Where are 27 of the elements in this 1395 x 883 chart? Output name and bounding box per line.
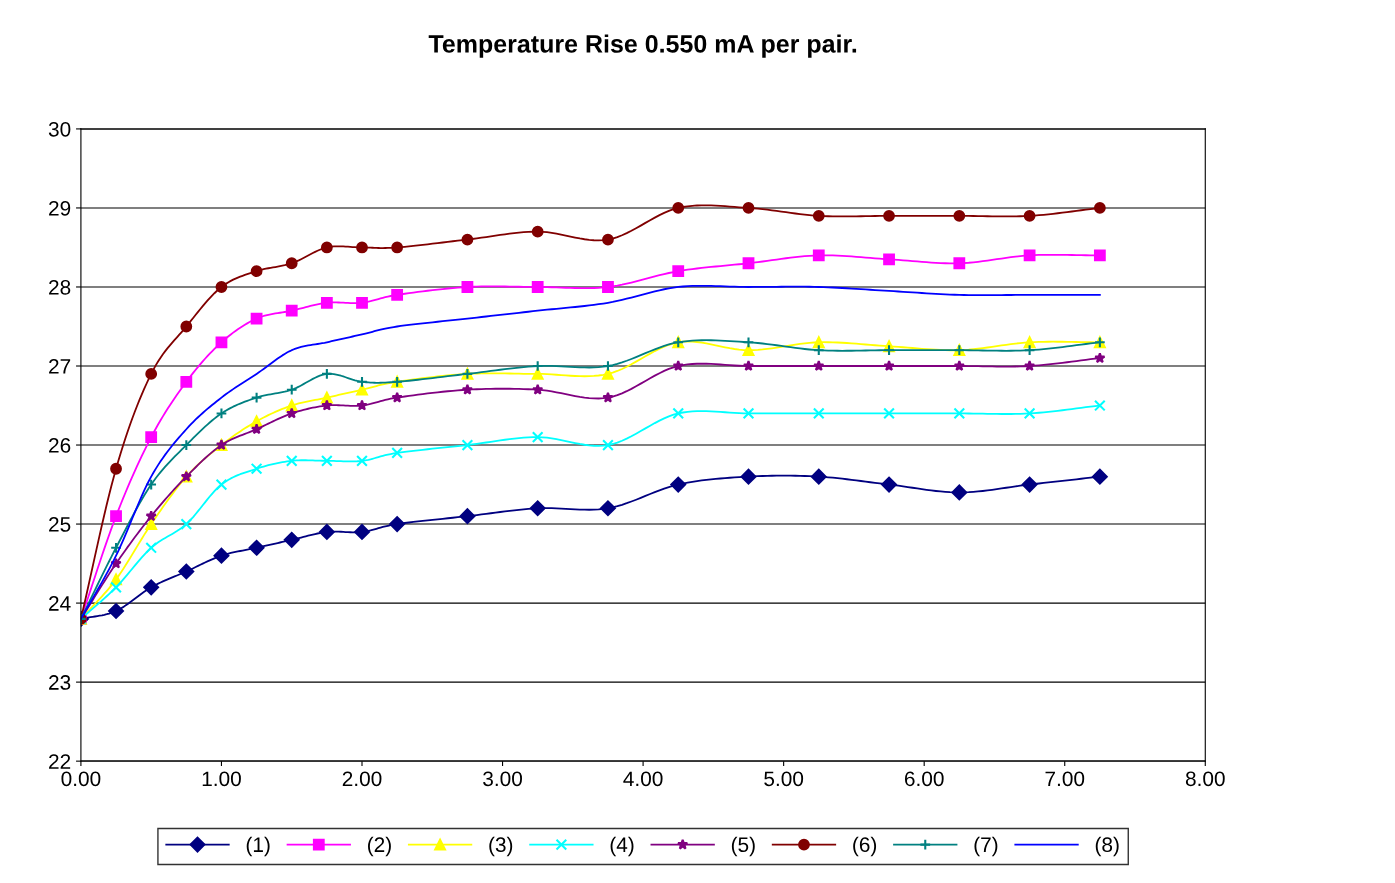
x-tick-label: 0.00 <box>61 771 101 787</box>
legend-label: (3) <box>489 836 513 857</box>
chart-title: Temperature Rise 0.550 mA per pair. <box>428 34 857 58</box>
x-tick-label: 5.00 <box>764 771 804 787</box>
legend-label: (2) <box>368 836 391 857</box>
x-tick-label: 7.00 <box>1045 771 1085 787</box>
y-tick-label: 30 <box>48 121 71 137</box>
y-tick-label: 23 <box>49 675 71 690</box>
legend-label: (1) <box>246 836 270 857</box>
x-tick-label: 6.00 <box>904 771 944 787</box>
x-tick-label: 4.00 <box>623 771 663 787</box>
y-tick-label: 22 <box>49 754 71 769</box>
y-tick-label: 29 <box>49 200 71 216</box>
legend-label: (8) <box>1095 836 1119 857</box>
x-tick-label: 2.00 <box>342 771 382 787</box>
x-tick-label: 1.00 <box>202 771 241 787</box>
legend-label: (7) <box>974 836 998 857</box>
x-tick-label: 3.00 <box>483 771 523 787</box>
legend-label: (5) <box>731 836 755 857</box>
y-tick-label: 24 <box>49 596 71 611</box>
y-tick-label: 26 <box>49 438 71 453</box>
y-tick-label: 28 <box>49 279 71 295</box>
y-tick-label: 27 <box>49 359 71 374</box>
x-tick-label: 8.00 <box>1185 771 1225 787</box>
legend-label: (6) <box>853 836 877 857</box>
legend-label: (4) <box>610 836 634 857</box>
y-tick-label: 25 <box>49 517 71 532</box>
